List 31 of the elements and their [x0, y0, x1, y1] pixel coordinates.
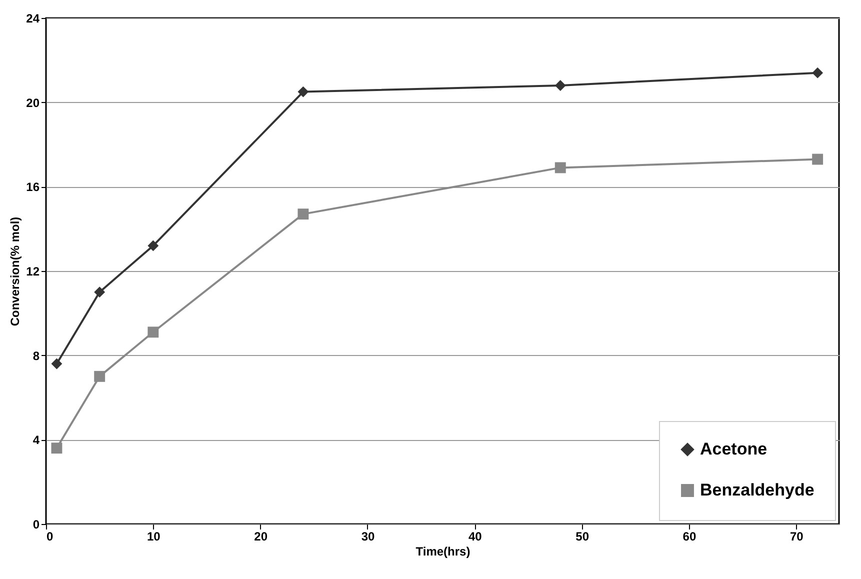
- y-tick-label: 4: [32, 433, 40, 448]
- point: [554, 162, 566, 174]
- x-tick-label: 20: [254, 530, 268, 544]
- x-tick-label: 40: [468, 530, 482, 544]
- x-tick-label: 0: [46, 530, 54, 544]
- point: [812, 154, 824, 165]
- point: [148, 240, 159, 252]
- y-tick-label: 16: [26, 180, 40, 194]
- legend-label: Acetone: [700, 440, 768, 458]
- point: [51, 442, 62, 454]
- y-tick-label: 8: [32, 348, 40, 363]
- y-tick-label: 20: [26, 96, 40, 110]
- point: [94, 370, 106, 382]
- y-tick-label: 12: [26, 264, 40, 278]
- x-tick-label: 10: [146, 530, 161, 544]
- y-tick-label: 0: [32, 518, 40, 532]
- legend-label: Benzaldehyde: [700, 480, 814, 500]
- x-axis-title: Time(hrs): [416, 544, 470, 558]
- x-tick-label: 30: [361, 530, 375, 544]
- point: [812, 67, 824, 78]
- x-tick-label: 70: [790, 530, 804, 544]
- y-axis-title: Conversion(% mol): [8, 216, 22, 326]
- point: [148, 326, 159, 338]
- y-tick-label: 24: [26, 12, 40, 26]
- point: [298, 208, 309, 220]
- point: [554, 80, 566, 91]
- point: [94, 286, 106, 298]
- x-tick-label: 60: [682, 530, 696, 544]
- x-tick-label: 50: [576, 530, 590, 544]
- point: [51, 358, 62, 370]
- point: [298, 86, 309, 98]
